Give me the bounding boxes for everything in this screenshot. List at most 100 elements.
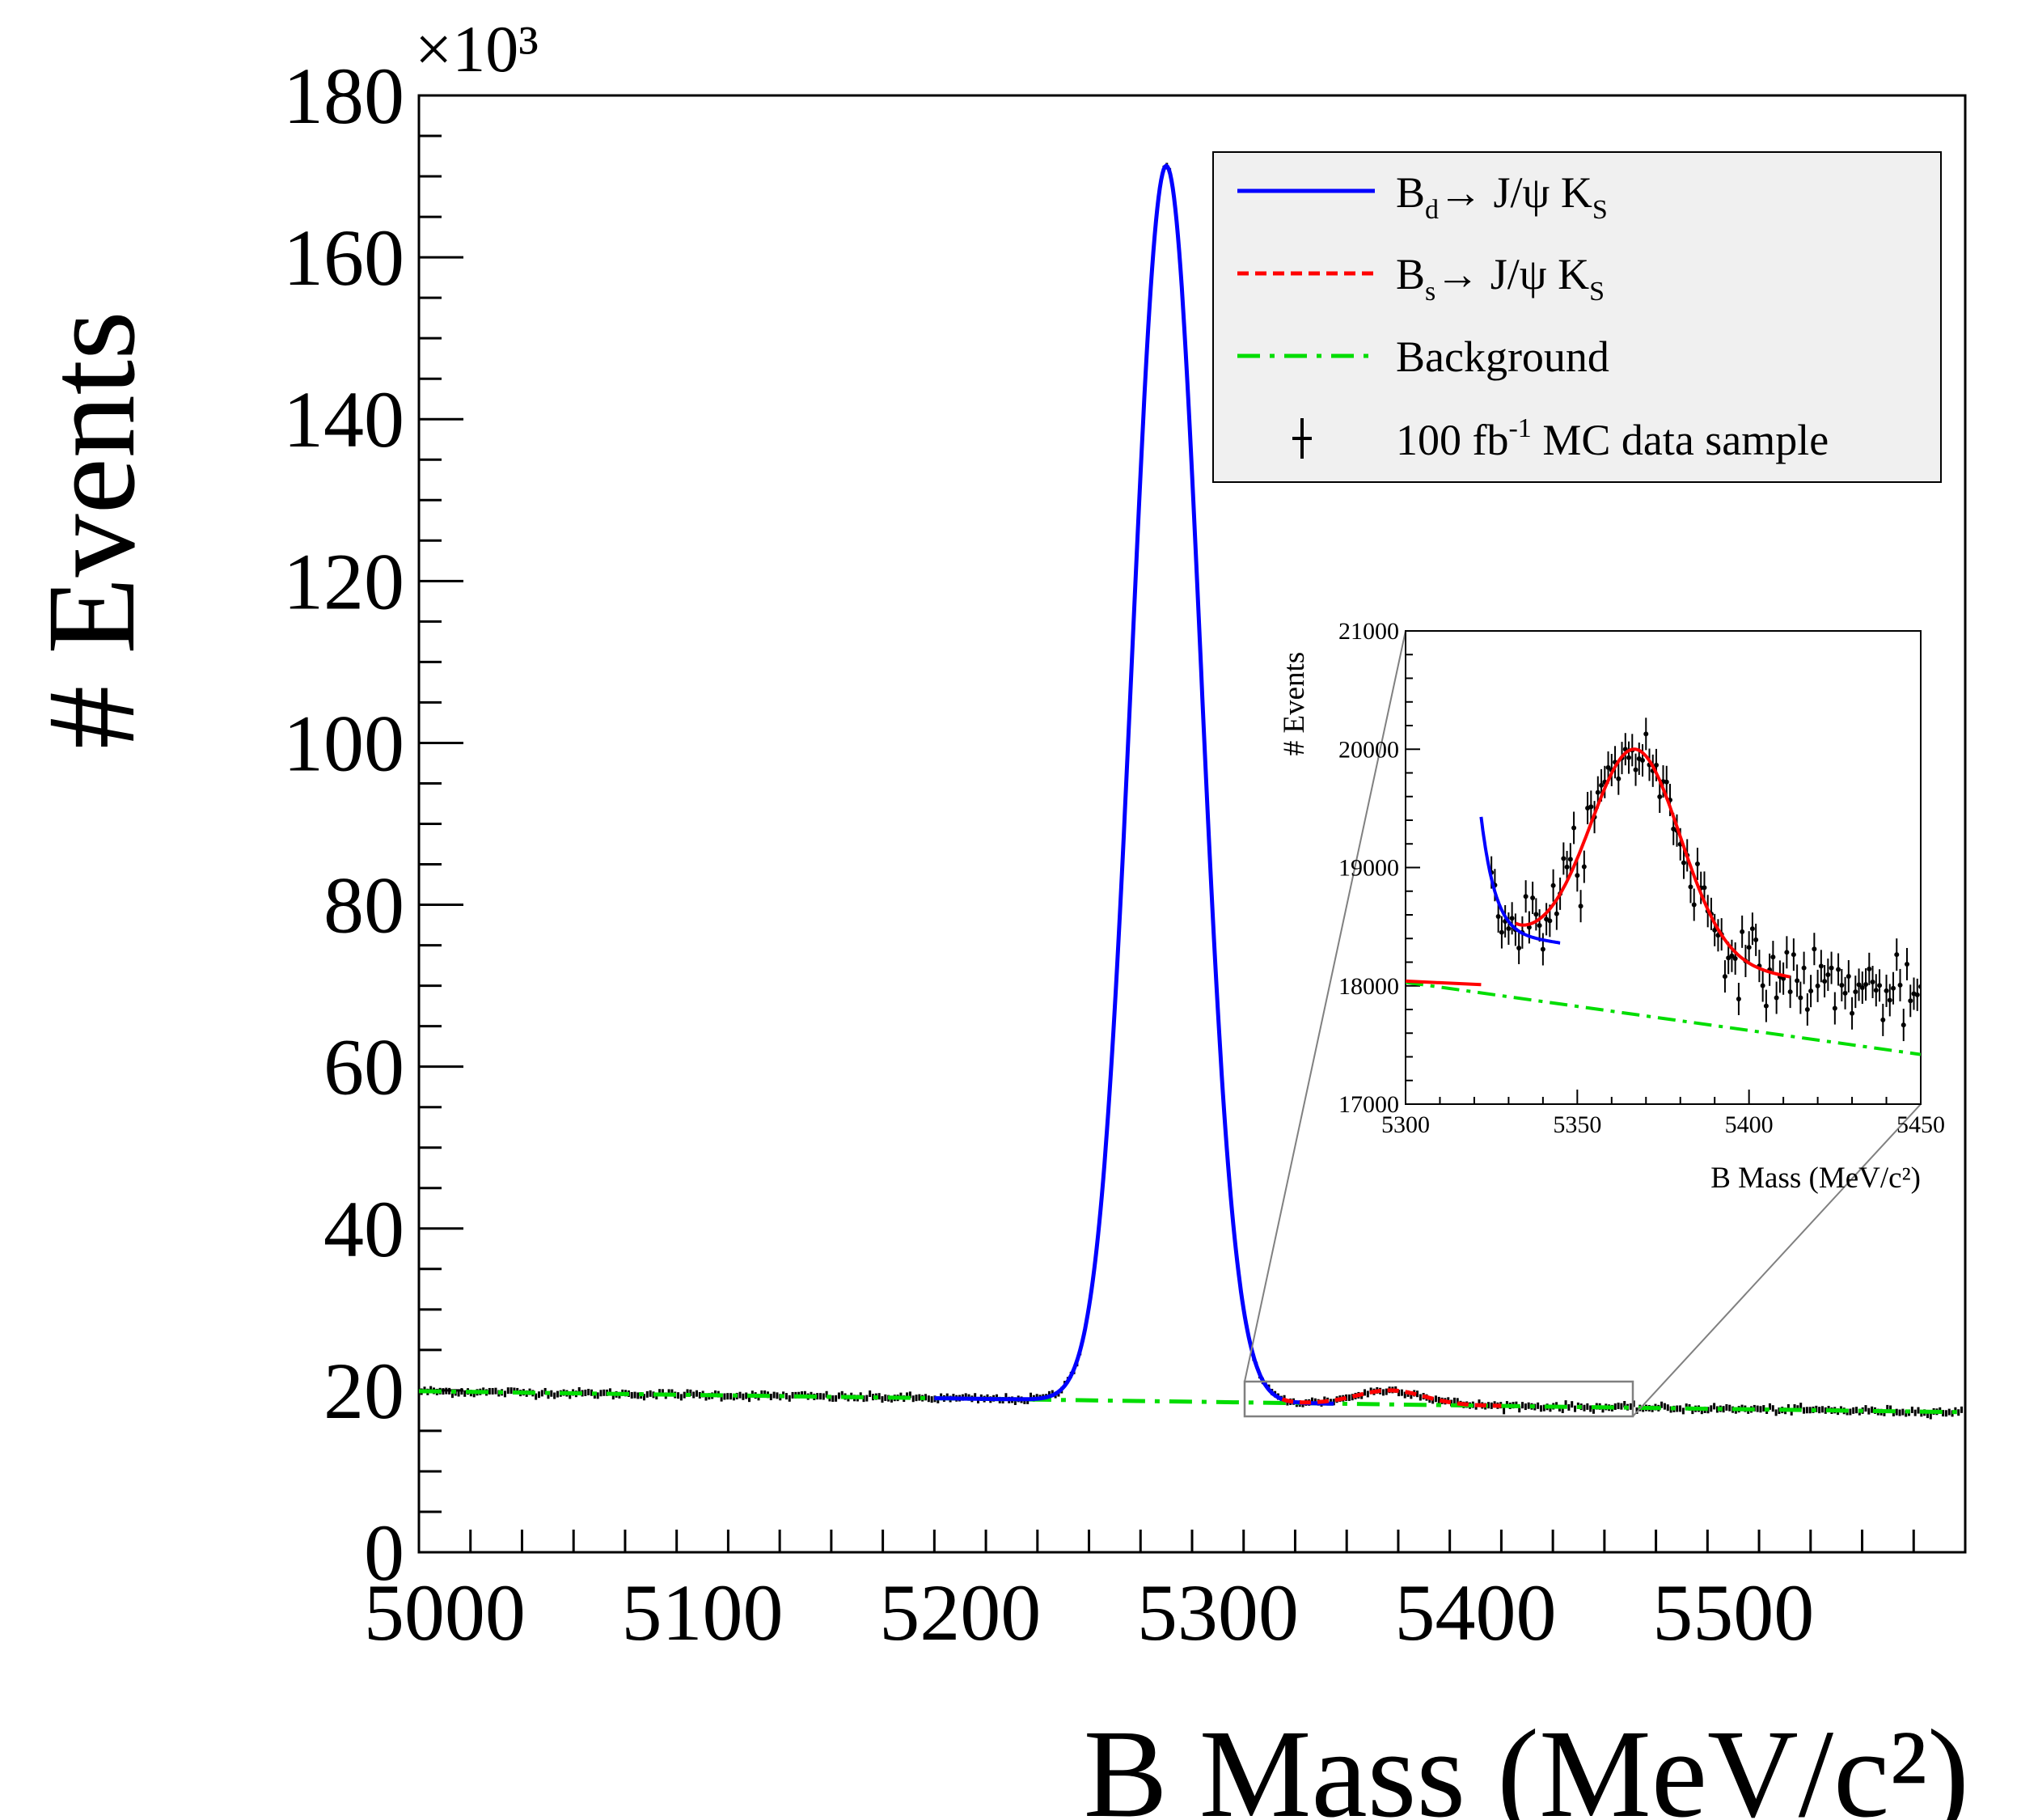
zoom-region-box — [1243, 1380, 1634, 1418]
inset-data-point — [1853, 989, 1858, 995]
inset-data-point — [1822, 979, 1828, 984]
inset-data-point — [1749, 926, 1755, 932]
inset-data-point — [1894, 952, 1900, 958]
zoom-connector-right — [1632, 1103, 1922, 1417]
inset-data-point — [1753, 937, 1759, 942]
inset-data-point — [1908, 998, 1913, 1004]
inset-data-point — [1595, 789, 1600, 795]
inset-data-point — [1791, 952, 1796, 958]
inset-data-point — [1616, 776, 1622, 781]
inset-data-point — [1554, 911, 1559, 916]
main-y-axis-title: # Events — [21, 311, 161, 749]
inset-data-point — [1891, 985, 1896, 991]
inset-data-point — [1859, 985, 1865, 991]
main-tick-labels: 5000 5100 5200 5300 5400 5500 0 20 40 60 80 100 120 1… — [283, 51, 1814, 1657]
inset-data-point — [1839, 982, 1845, 988]
inset-y-axis-title: # Events — [1278, 652, 1311, 756]
inset-data-point — [1914, 992, 1920, 997]
inset-data-point — [1681, 860, 1686, 866]
inset-data-point — [1722, 974, 1727, 980]
inset-x-axis-title: B Mass (MeV/c²) — [1710, 1162, 1921, 1195]
inset-data-point — [1832, 1005, 1837, 1011]
inset-y-tick-label: 17000 — [1338, 1091, 1399, 1118]
inset-data-point — [1763, 1003, 1769, 1009]
inset-data-point — [1581, 864, 1587, 870]
main-y-tick-label: 80 — [323, 861, 404, 950]
inset-data-point — [1801, 965, 1807, 971]
inset-data-point — [1836, 967, 1841, 972]
inset-data-point — [1664, 779, 1669, 785]
inset-data-point — [1812, 946, 1817, 952]
inset-x-tick-label: 5350 — [1553, 1111, 1601, 1138]
inset-data-point — [1884, 988, 1889, 993]
inset-data-point — [1540, 946, 1545, 952]
inset-data-point — [1688, 884, 1693, 890]
inset-data-point — [1795, 978, 1800, 984]
inset-data-point — [1818, 963, 1824, 969]
legend-box — [1212, 151, 1942, 483]
main-y-tick-label: 120 — [283, 536, 404, 626]
inset-data-point — [1870, 979, 1875, 984]
inset-data-point — [1571, 825, 1577, 831]
legend-background-label: Background — [1396, 332, 1609, 381]
inset-y-tick-label: 18000 — [1338, 973, 1399, 1000]
legend-bs-label: Bs→ J/ψ KS — [1396, 250, 1605, 307]
inset-data-point — [1588, 804, 1594, 810]
legend-data-swatch — [1292, 418, 1312, 459]
legend: Bd→ J/ψ KS Bs→ J/ψ KS Background 100 fb-… — [1212, 151, 1942, 483]
main-bs-signal-curve — [1281, 1388, 1502, 1408]
inset-y-tick-label: 20000 — [1338, 736, 1399, 763]
inset-data-point — [1702, 885, 1707, 891]
main-x-tick-label: 5200 — [879, 1568, 1041, 1657]
inset-data-point — [1850, 1010, 1855, 1016]
inset-data-point — [1561, 856, 1567, 861]
inset-data-point — [1530, 895, 1536, 900]
main-y-tick-label: 100 — [283, 698, 404, 788]
inset-data-point — [1846, 973, 1851, 979]
inset-data-point — [1640, 758, 1646, 764]
main-x-tick-label: 5300 — [1137, 1568, 1299, 1657]
inset-data-point — [1537, 923, 1542, 929]
inset-tick-labels: 5300 5350 5400 5450 17000 18000 19000 20000 2100… — [1338, 618, 1945, 1138]
inset-data-point — [1897, 982, 1903, 988]
inset-data-point — [1691, 902, 1697, 908]
inset-data-point — [1547, 918, 1553, 924]
inset-data-point — [1564, 864, 1570, 870]
inset-data-point — [1509, 916, 1515, 921]
inset-data-point — [1918, 984, 1921, 989]
inset-data-point — [1729, 953, 1735, 959]
inset-data-point — [1533, 912, 1539, 917]
inset-data-point — [1856, 982, 1862, 988]
inset-bd-tail-curve — [1479, 816, 1561, 945]
inset-x-tick-label: 5450 — [1896, 1111, 1945, 1138]
inset-y-tick-label: 21000 — [1338, 618, 1399, 645]
main-plot: 5000 5100 5200 5300 5400 5500 0 20 40 60 80 100 120 1… — [21, 12, 1969, 1820]
main-x-tick-label: 5000 — [364, 1568, 526, 1657]
main-axis-ticks — [417, 94, 1967, 1554]
main-background-curve — [419, 1389, 1965, 1415]
inset-data-point — [1770, 954, 1776, 960]
inset-data-point — [1495, 913, 1501, 919]
main-y-tick-label: 20 — [323, 1346, 404, 1436]
main-y-tick-label: 60 — [323, 1022, 404, 1112]
inset-data-point — [1787, 989, 1793, 995]
inset-data-point — [1550, 882, 1556, 888]
inset-data-point — [1829, 965, 1834, 971]
main-bd-signal-curve — [934, 163, 1334, 1406]
main-y-tick-label: 140 — [283, 375, 404, 464]
inset-data-point — [1736, 996, 1741, 1001]
inset-data-point — [1599, 782, 1605, 788]
inset-data-point — [1746, 945, 1752, 950]
inset-data-point — [1657, 794, 1663, 799]
main-x-axis-title: B Mass (MeV/c²) — [1084, 1704, 1969, 1820]
inset-data-point — [1567, 857, 1573, 862]
main-x-tick-label: 5400 — [1395, 1568, 1557, 1657]
inset-data-point — [1877, 983, 1883, 988]
inset-data-point — [1760, 983, 1765, 988]
inset-x-tick-label: 5300 — [1381, 1111, 1430, 1138]
inset-data-point — [1867, 966, 1872, 971]
inset-data-point — [1732, 956, 1738, 962]
legend-bd-label: Bd→ J/ψ KS — [1396, 168, 1608, 225]
inset-data-point — [1633, 767, 1638, 772]
